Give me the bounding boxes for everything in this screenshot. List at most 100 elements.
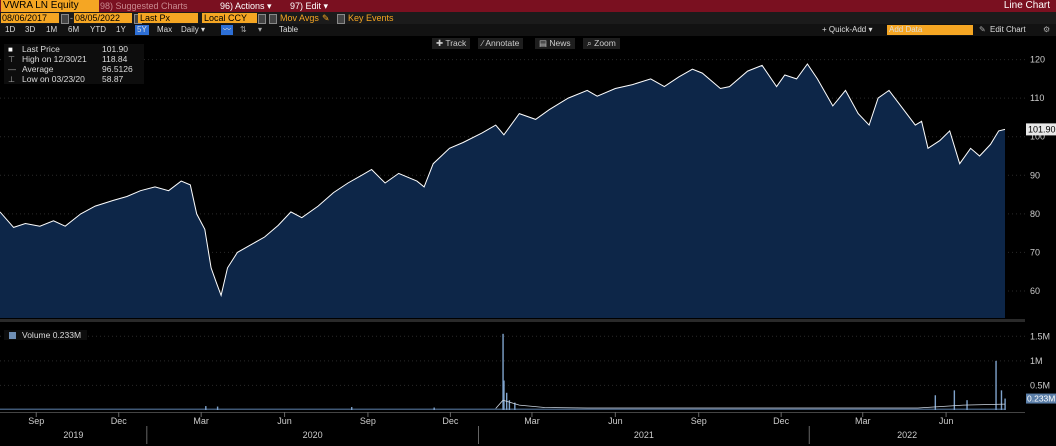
volume-tick-label: 1M: [1030, 356, 1043, 366]
year-label: 2021: [634, 430, 654, 440]
month-tick-label: Sep: [691, 416, 707, 426]
legend-avg-value: 96.5126: [102, 64, 133, 74]
volume-bar: [216, 406, 219, 410]
year-label: 2020: [303, 430, 323, 440]
volume-bar: [351, 407, 353, 410]
line-style-icon[interactable]: 〰: [221, 25, 233, 35]
volume-bar: [934, 395, 937, 410]
volume-bar: [508, 400, 511, 410]
month-tick-label: Mar: [524, 416, 540, 426]
range-ytd[interactable]: YTD: [90, 25, 106, 34]
annotate-button[interactable]: ⁄ Annotate: [478, 38, 524, 49]
table-button[interactable]: Table: [279, 25, 299, 34]
price-tick-label: 100: [1030, 132, 1045, 142]
key-events-label[interactable]: Key Events: [348, 13, 394, 23]
month-tick-label: Sep: [360, 416, 376, 426]
news-button[interactable]: ▤ News: [535, 38, 575, 49]
track-label: Track: [445, 38, 467, 48]
year-label: 2022: [897, 430, 917, 440]
range-5y[interactable]: 5Y: [135, 25, 149, 35]
zoom-icon: ⌕: [587, 38, 595, 48]
volume-bar: [502, 333, 504, 410]
gear-icon[interactable]: ⚙: [1043, 25, 1051, 34]
volume-tag: [1026, 393, 1056, 404]
range-bar: 1D 3D 1M 6M YTD 1Y 5Y Max Daily ▾ 〰 ⇅ ▾ …: [0, 24, 1056, 36]
range-1y[interactable]: 1Y: [116, 25, 126, 34]
volume-bar: [503, 380, 505, 410]
month-tick-label: Mar: [855, 416, 871, 426]
track-icon: ✚: [436, 38, 446, 48]
calendar-icon[interactable]: [61, 14, 69, 24]
chevron-down-icon[interactable]: ▾: [258, 25, 263, 34]
month-tick-label: Dec: [773, 416, 790, 426]
pencil-icon[interactable]: ✎: [322, 13, 330, 23]
panel-divider: [0, 319, 1025, 322]
volume-tag-label: 0.233M: [1027, 394, 1055, 404]
time-axis-line: [0, 412, 1025, 413]
volume-bar: [995, 360, 997, 410]
command-bar: VWRA LN Equity 98) Suggested Charts 96) …: [0, 0, 1056, 12]
chart-type-label: Line Chart: [1003, 0, 1050, 11]
price-line: [0, 63, 1006, 298]
quick-add-button[interactable]: + Quick-Add ▾: [822, 25, 873, 34]
volume-bar: [433, 407, 435, 410]
square-icon: ■: [8, 45, 13, 54]
legend-low-value: 58.87: [102, 74, 124, 84]
month-tick-label: Dec: [111, 416, 128, 426]
price-tick-label: 60: [1030, 286, 1040, 296]
month-tick-label: Jun: [608, 416, 623, 426]
legend-high-label: High on 12/30/21: [22, 54, 87, 64]
price-legend: ■ Last Price 101.90 ⊤ High on 12/30/21 118.8…: [4, 44, 144, 84]
volume-tick-label: 1.5M: [1030, 331, 1050, 341]
end-date-input[interactable]: 08/05/2022: [74, 13, 132, 23]
legend-low-label: Low on 03/23/20: [22, 74, 85, 84]
field-select[interactable]: Last Px: [138, 13, 198, 23]
range-1m[interactable]: 1M: [46, 25, 58, 34]
currency-select[interactable]: Local CCY: [202, 13, 257, 23]
volume-bar: [1004, 398, 1006, 410]
settings-bar: 08/06/2017 - 08/05/2022 Last Px Local CC…: [0, 12, 1056, 24]
pencil-icon[interactable]: ✎: [979, 25, 986, 34]
price-tick-label: 80: [1030, 209, 1040, 219]
edit-chart-button[interactable]: Edit Chart: [990, 25, 1026, 34]
price-tick-label: 110: [1030, 93, 1044, 103]
edit-menu[interactable]: 97) Edit ▾: [290, 1, 329, 11]
range-6m[interactable]: 6M: [68, 25, 80, 34]
checkbox-mov-avgs[interactable]: [269, 14, 277, 24]
month-tick-label: Jun: [277, 416, 292, 426]
month-tick-label: Jun: [939, 416, 954, 426]
volume-bar: [953, 390, 956, 410]
volume-bar: [1000, 390, 1003, 410]
chevron-down-icon[interactable]: [258, 14, 266, 24]
news-icon: ▤: [539, 38, 550, 48]
ticker-field[interactable]: VWRA LN Equity: [1, 0, 99, 12]
mov-avgs-label[interactable]: Mov Avgs: [280, 13, 319, 23]
month-tick-label: Mar: [193, 416, 209, 426]
volume-bar: [205, 406, 207, 410]
track-button[interactable]: ✚ Track: [432, 38, 471, 49]
price-area: [0, 64, 1005, 318]
range-1d[interactable]: 1D: [5, 25, 16, 34]
range-max[interactable]: Max: [157, 25, 173, 34]
legend-high-value: 118.84: [102, 54, 128, 64]
checkbox-key-events[interactable]: [337, 14, 345, 24]
last-price-tag-label: 101.90: [1028, 124, 1056, 134]
range-3d[interactable]: 3D: [25, 25, 36, 34]
month-tick-label: Sep: [28, 416, 44, 426]
zoom-button[interactable]: ⌕ Zoom: [583, 38, 620, 49]
compare-icon[interactable]: ⇅: [240, 25, 247, 34]
frequency-select[interactable]: Daily ▾: [181, 25, 206, 34]
price-tick-label: 90: [1030, 170, 1040, 180]
price-tick-label: 120: [1030, 55, 1045, 65]
price-tick-label: 70: [1030, 247, 1040, 257]
actions-menu[interactable]: 96) Actions ▾: [220, 1, 272, 11]
volume-legend-label: Volume 0.233M: [22, 330, 82, 340]
zoom-label: Zoom: [594, 38, 616, 48]
news-label: News: [549, 38, 571, 48]
add-data-input[interactable]: Add Data: [887, 25, 973, 35]
high-marker-icon: ⊤: [8, 55, 15, 64]
start-date-input[interactable]: 08/06/2017: [1, 13, 59, 23]
suggested-charts-menu[interactable]: 98) Suggested Charts: [100, 1, 188, 11]
month-tick-label: Dec: [442, 416, 459, 426]
